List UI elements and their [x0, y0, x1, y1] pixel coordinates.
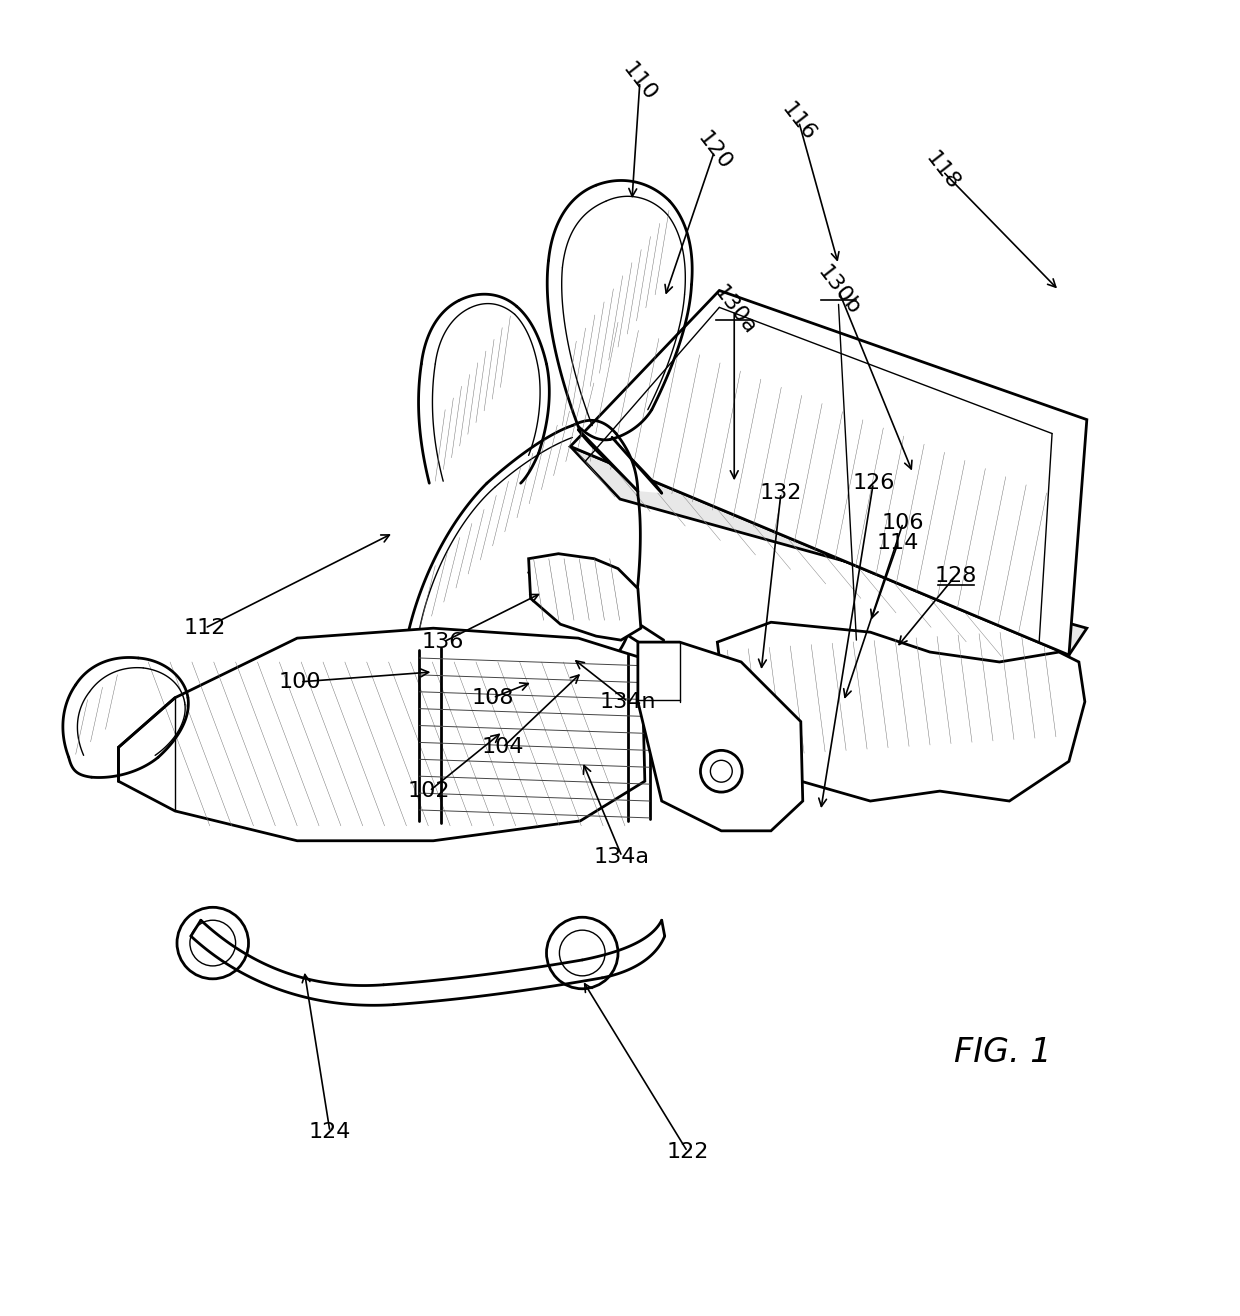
Polygon shape	[118, 628, 645, 841]
Text: 132: 132	[760, 483, 802, 503]
Text: 120: 120	[693, 129, 735, 174]
Text: 114: 114	[877, 533, 919, 553]
Polygon shape	[528, 554, 641, 640]
Text: FIG. 1: FIG. 1	[954, 1036, 1052, 1069]
Polygon shape	[718, 622, 1085, 801]
Text: 128: 128	[935, 566, 977, 586]
Polygon shape	[570, 291, 1086, 655]
Text: 106: 106	[882, 513, 924, 533]
Text: 124: 124	[309, 1121, 351, 1142]
Polygon shape	[637, 642, 802, 830]
Text: 134a: 134a	[594, 846, 650, 867]
Polygon shape	[578, 429, 662, 494]
Text: 100: 100	[279, 672, 321, 692]
Text: 102: 102	[408, 782, 450, 801]
Text: 104: 104	[481, 737, 525, 758]
Text: 112: 112	[184, 619, 226, 638]
Text: 136: 136	[422, 632, 465, 653]
Text: 130a: 130a	[709, 282, 759, 338]
Text: 122: 122	[666, 1142, 709, 1162]
Text: 126: 126	[852, 474, 894, 494]
Text: 118: 118	[921, 149, 963, 195]
Text: 116: 116	[777, 99, 820, 145]
Text: 108: 108	[471, 688, 515, 708]
Text: 130b: 130b	[813, 262, 864, 318]
Text: 110: 110	[619, 59, 661, 105]
Text: 134n: 134n	[600, 692, 656, 712]
Polygon shape	[570, 446, 1086, 655]
